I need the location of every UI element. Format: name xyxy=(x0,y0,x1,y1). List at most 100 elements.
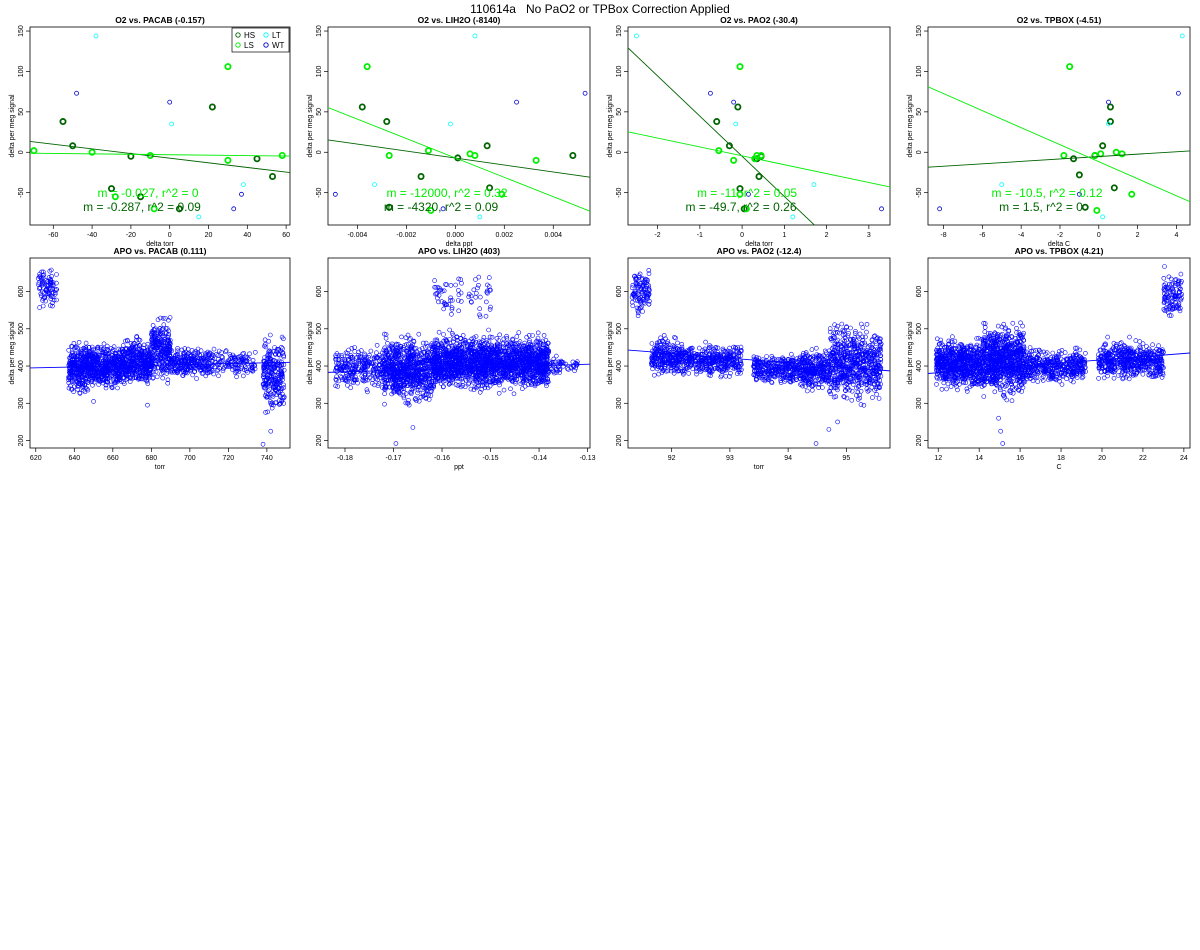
data-point xyxy=(405,371,411,377)
data-point xyxy=(156,362,162,367)
data-point xyxy=(175,351,180,357)
legend-label: WT xyxy=(272,41,285,50)
y-tick-label: 400 xyxy=(316,360,323,372)
data-point xyxy=(275,375,281,381)
data-point xyxy=(50,286,56,291)
data-point xyxy=(122,381,127,386)
data-point xyxy=(130,370,135,376)
data-point xyxy=(271,391,277,397)
y-tick-label: 150 xyxy=(916,25,923,37)
data-point xyxy=(272,345,277,350)
data-point xyxy=(149,363,154,369)
fit-annotation: m = -0.027, r^2 = 0 xyxy=(97,186,198,200)
data-point-hs xyxy=(385,203,393,211)
data-point xyxy=(201,361,206,366)
data-point-hs xyxy=(1110,184,1118,192)
data-point xyxy=(175,348,180,354)
data-point xyxy=(397,376,403,382)
data-point xyxy=(477,389,483,395)
data-point-lt xyxy=(477,214,483,220)
data-point xyxy=(444,338,449,343)
data-point xyxy=(149,329,155,334)
data-point xyxy=(396,386,402,391)
y-tick-label: 150 xyxy=(18,25,25,37)
data-point xyxy=(416,373,422,378)
data-point xyxy=(226,362,231,367)
data-point xyxy=(204,357,210,363)
data-point xyxy=(163,316,168,321)
data-point xyxy=(253,349,258,355)
data-point xyxy=(113,380,118,386)
data-point xyxy=(541,333,547,338)
data-point xyxy=(405,400,411,406)
data-point xyxy=(343,363,349,369)
data-point xyxy=(94,345,100,351)
y-tick-label: 200 xyxy=(18,435,25,447)
data-point xyxy=(423,385,429,391)
data-point xyxy=(422,355,428,360)
data-point xyxy=(382,376,388,381)
data-point xyxy=(529,345,534,350)
data-point xyxy=(411,374,416,379)
data-point xyxy=(432,337,438,343)
data-point xyxy=(412,396,418,402)
data-point-ls xyxy=(532,156,540,164)
data-point xyxy=(127,356,133,361)
data-point xyxy=(532,375,538,381)
data-point xyxy=(136,362,142,368)
chart-panel-6: APO vs. LIH2O (403)-0.18 -0.17 -0.16 -0.15-… xyxy=(307,246,596,471)
data-point xyxy=(103,350,108,356)
data-point xyxy=(388,344,394,350)
data-point xyxy=(136,337,142,343)
data-point xyxy=(428,382,434,388)
data-point xyxy=(334,374,339,380)
data-point xyxy=(241,350,246,356)
data-point-lt xyxy=(448,121,453,127)
data-point xyxy=(278,386,284,391)
data-point xyxy=(130,351,136,357)
data-point xyxy=(188,353,193,359)
data-point xyxy=(348,385,354,391)
data-point xyxy=(169,348,175,354)
data-point xyxy=(428,388,434,394)
data-point xyxy=(159,359,165,364)
data-point xyxy=(134,334,139,340)
data-point xyxy=(397,391,403,397)
data-point xyxy=(267,387,272,392)
data-point xyxy=(281,336,286,342)
chart-panel-4: O2 vs. TPBOX (-4.51)-8 -6 -4 -2 0 2 4-50050100… xyxy=(907,15,1191,248)
data-point-ls xyxy=(1091,151,1099,159)
data-point xyxy=(358,348,364,353)
data-point xyxy=(408,381,414,386)
data-point xyxy=(50,290,56,296)
data-point xyxy=(101,341,107,347)
data-point xyxy=(393,385,398,391)
data-point-wt xyxy=(514,99,519,105)
data-point xyxy=(406,397,411,403)
data-point xyxy=(262,355,267,360)
data-point xyxy=(161,340,166,346)
data-point xyxy=(447,381,452,387)
data-point xyxy=(155,365,161,371)
chart-title: O2 vs. TPBOX (-4.51) xyxy=(1017,15,1102,25)
data-point xyxy=(100,350,106,355)
data-point xyxy=(415,387,421,393)
data-point xyxy=(132,340,137,346)
data-point xyxy=(158,331,163,337)
data-point xyxy=(155,331,161,337)
data-point-hs xyxy=(383,118,391,126)
data-point xyxy=(431,384,436,390)
data-point xyxy=(112,380,117,386)
data-point xyxy=(450,332,456,338)
data-point xyxy=(423,340,429,346)
y-tick-label: -50 xyxy=(316,188,323,198)
y-tick-label: 0 xyxy=(916,150,923,154)
data-point-hs xyxy=(1081,203,1089,211)
data-point-hs xyxy=(755,173,763,181)
data-point-lt xyxy=(1179,33,1185,39)
x-tick-label: 0 xyxy=(740,232,744,239)
fit-line xyxy=(328,107,590,212)
y-axis-label: delta per meg signal xyxy=(907,94,914,157)
data-point xyxy=(417,377,423,383)
data-point xyxy=(89,354,95,360)
